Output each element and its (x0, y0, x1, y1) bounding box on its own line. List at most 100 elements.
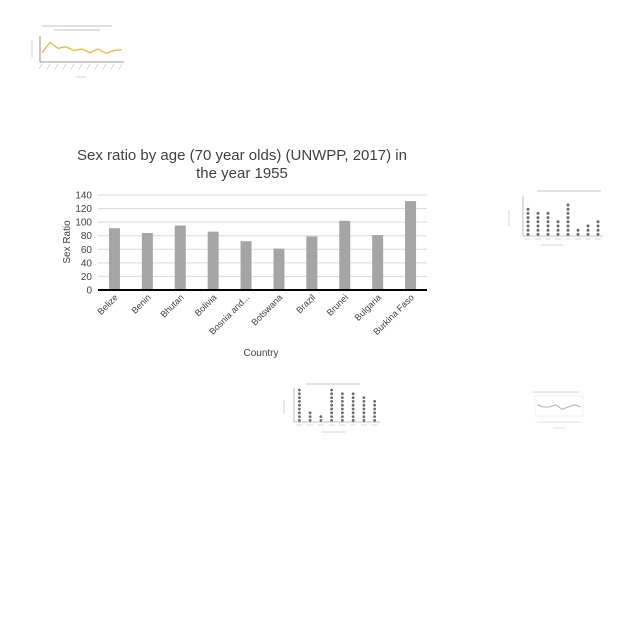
thumb-dot (566, 228, 570, 232)
thumb-dot (297, 388, 301, 392)
bar (273, 248, 285, 290)
thumb1-line (41, 41, 123, 55)
thumb-dot (340, 419, 344, 422)
thumb-dot (351, 400, 355, 403)
bar (207, 231, 219, 290)
y-tick-label: 0 (86, 286, 92, 297)
thumb-dot (351, 396, 355, 399)
thumb-dot (526, 211, 530, 215)
thumb-dot (373, 407, 377, 411)
thumb-dot (351, 392, 355, 396)
thumb-dot (566, 220, 570, 224)
bar (174, 225, 186, 290)
thumb-dot (362, 411, 366, 415)
thumb-dot (536, 232, 540, 236)
thumbnail-dot-chart-right (508, 190, 603, 246)
thumb-dot (308, 411, 312, 415)
thumb-dot (596, 220, 600, 224)
thumb-dot (351, 415, 355, 418)
thumb-dot (596, 232, 600, 236)
thumb-dot (536, 228, 540, 232)
thumb-dot (351, 411, 355, 415)
chart-title-line-1: Sex ratio by age (70 year olds) (UNWPP, … (77, 147, 407, 164)
thumb-dot (330, 419, 334, 422)
thumb-dot (536, 211, 540, 215)
thumb-dot (297, 403, 301, 407)
thumb-dot (546, 211, 550, 215)
x-tick-label: Bulgaria (353, 292, 383, 322)
thumb-dot (297, 400, 301, 403)
y-tick-label: 80 (81, 231, 93, 242)
y-axis-label: Sex Ratio (62, 220, 73, 264)
thumb-dot (536, 220, 540, 224)
thumb-dot (297, 407, 301, 411)
thumb-dot (526, 216, 530, 220)
thumb-dot (556, 228, 560, 232)
thumb-dot (373, 419, 377, 422)
thumb-dot (330, 396, 334, 399)
thumb-dot (330, 388, 334, 392)
thumb1-tick-label (54, 63, 59, 70)
thumb-dot (586, 228, 590, 232)
thumb-dot (526, 232, 530, 236)
thumb1-tick-label (110, 63, 115, 70)
thumb-dot (351, 407, 355, 411)
thumb-dot (546, 220, 550, 224)
bar (339, 220, 351, 290)
thumb-dot (330, 407, 334, 411)
thumb-dot (319, 415, 323, 418)
thumb-dot (556, 220, 560, 224)
thumb1-tick-label (118, 63, 123, 70)
thumb-dot (297, 411, 301, 415)
thumbnail-dot-chart-bottom (283, 383, 380, 433)
thumb1-tick-label (78, 63, 83, 70)
thumb-dot (596, 228, 600, 232)
thumb-dot (340, 392, 344, 396)
bar (108, 228, 120, 290)
thumb-dot (330, 415, 334, 418)
thumb-dot (297, 392, 301, 396)
y-tick-label: 60 (81, 245, 93, 256)
thumb-dot (330, 400, 334, 403)
thumb1-tick-label (86, 63, 91, 70)
thumb-dot (330, 403, 334, 407)
y-tick-label: 100 (75, 218, 92, 229)
thumb-dot (566, 207, 570, 211)
thumb2-series (525, 203, 601, 240)
x-tick-label: Brazil (294, 292, 317, 315)
x-tick-label: Belize (95, 292, 119, 316)
thumb-dot (546, 216, 550, 220)
thumb1-tick-label (38, 63, 43, 70)
bar (372, 235, 384, 290)
thumb-dot (586, 232, 590, 236)
thumb-dot (362, 407, 366, 411)
thumb-dot (566, 224, 570, 228)
thumb-dot (526, 224, 530, 228)
thumb-dot (340, 403, 344, 407)
thumb1-tick-label (70, 63, 75, 70)
bar (306, 236, 318, 290)
thumb-dot (351, 403, 355, 407)
thumb-dot (319, 419, 323, 422)
thumb-dot (526, 220, 530, 224)
thumb-dot (546, 224, 550, 228)
thumb-dot (340, 411, 344, 415)
thumb1-series (38, 41, 123, 70)
thumb-dot (546, 228, 550, 232)
bar (141, 233, 153, 290)
thumb4-series (536, 404, 582, 410)
thumb1-tick-label (46, 63, 51, 70)
thumbnail-line-chart-orange (31, 25, 124, 78)
thumb-dot (373, 400, 377, 403)
thumb-dot (340, 407, 344, 411)
y-tick-labels: 0 20 40 60 80 100 120 140 (75, 191, 92, 297)
thumb-dot (536, 224, 540, 228)
thumb-dot (330, 411, 334, 415)
thumb-dot (362, 400, 366, 403)
thumb-dot (566, 203, 570, 207)
thumb-dot (526, 228, 530, 232)
y-tick-label: 120 (75, 204, 92, 215)
thumb-dot (362, 396, 366, 399)
